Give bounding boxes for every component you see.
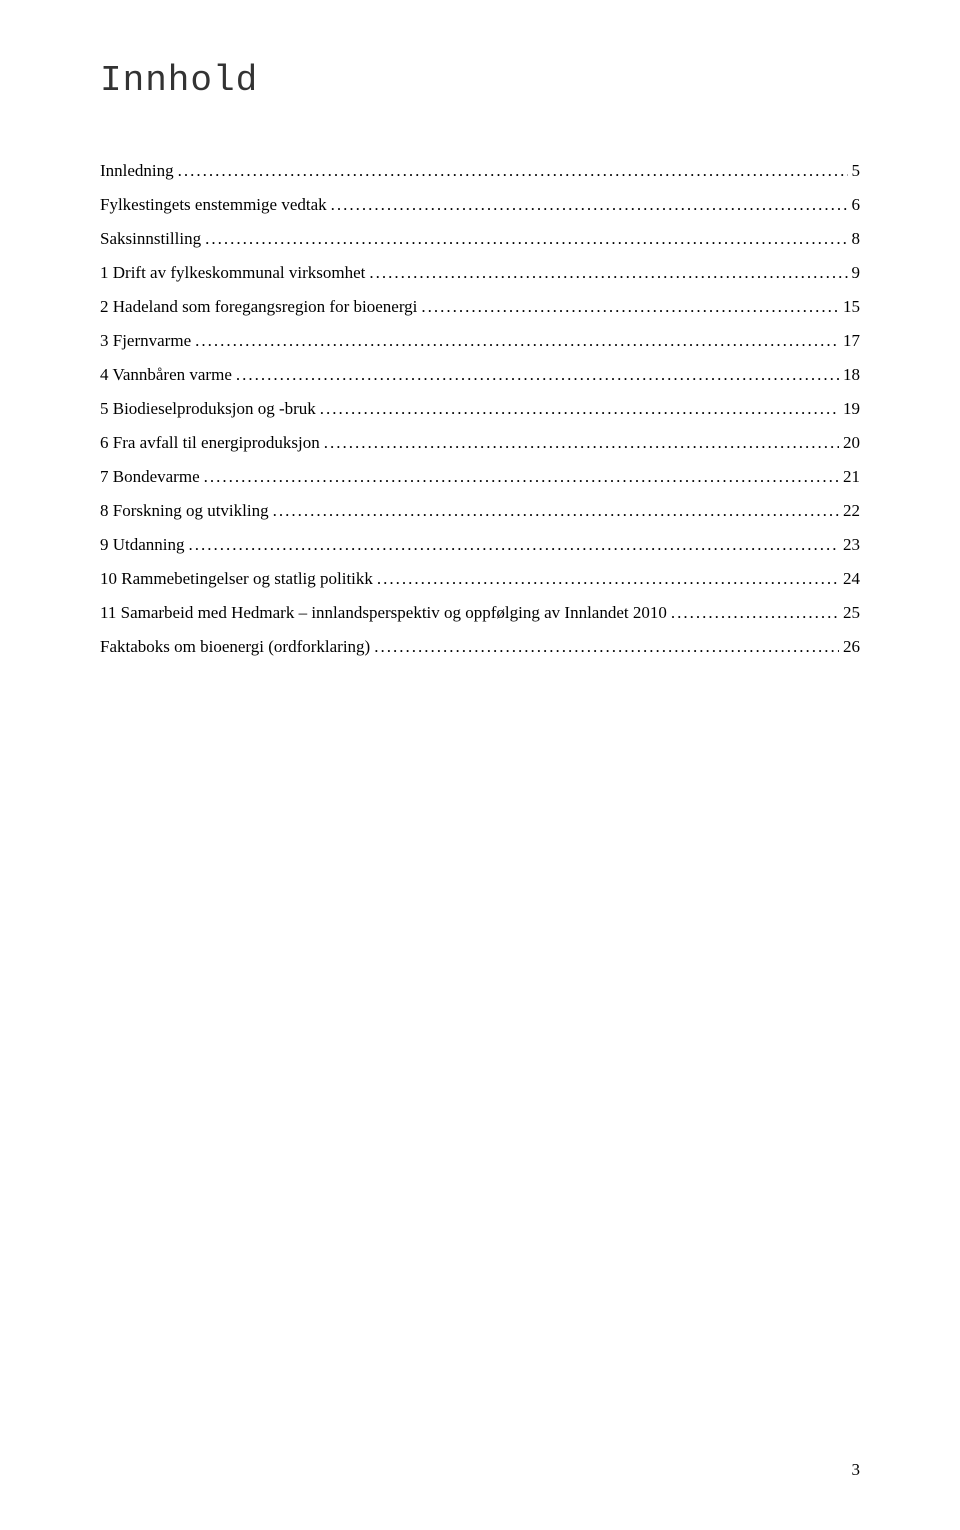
toc-entry-page: 15 — [843, 297, 860, 317]
toc-leader-dots — [377, 569, 839, 589]
toc-entry-page: 24 — [843, 569, 860, 589]
toc-row: Innledning 5 — [100, 161, 860, 181]
toc-entry-page: 5 — [852, 161, 861, 181]
toc-entry-text: Saksinnstilling — [100, 229, 201, 249]
toc-entry-page: 6 — [852, 195, 861, 215]
toc-entry-page: 25 — [843, 603, 860, 623]
toc-entry-text: 11 Samarbeid med Hedmark – innlandspersp… — [100, 603, 667, 623]
toc-leader-dots — [204, 467, 839, 487]
toc-row: 3 Fjernvarme 17 — [100, 331, 860, 351]
toc-leader-dots — [178, 161, 848, 181]
page-number: 3 — [852, 1460, 861, 1480]
toc-entry-page: 17 — [843, 331, 860, 351]
toc-row: 7 Bondevarme 21 — [100, 467, 860, 487]
document-page: Innhold Innledning 5 Fylkestingets enstemm… — [0, 0, 960, 1530]
toc-leader-dots — [374, 637, 839, 657]
toc-row: 1 Drift av fylkeskommunal virksomhet 9 — [100, 263, 860, 283]
toc-entry-page: 18 — [843, 365, 860, 385]
toc-row: Faktaboks om bioenergi (ordforklaring) 26 — [100, 637, 860, 657]
toc-entry-page: 19 — [843, 399, 860, 419]
toc-entry-page: 26 — [843, 637, 860, 657]
toc-entry-page: 22 — [843, 501, 860, 521]
toc-row: 2 Hadeland som foregangsregion for bioen… — [100, 297, 860, 317]
table-of-contents: Innledning 5 Fylkestingets enstemmige vedt… — [100, 161, 860, 657]
toc-entry-text: 4 Vannbåren varme — [100, 365, 232, 385]
page-title: Innhold — [100, 60, 860, 101]
toc-entry-text: 3 Fjernvarme — [100, 331, 191, 351]
toc-row: 4 Vannbåren varme 18 — [100, 365, 860, 385]
toc-entry-text: 7 Bondevarme — [100, 467, 200, 487]
toc-row: 10 Rammebetingelser og statlig politikk 2… — [100, 569, 860, 589]
toc-entry-text: 1 Drift av fylkeskommunal virksomhet — [100, 263, 365, 283]
toc-row: 9 Utdanning 23 — [100, 535, 860, 555]
toc-leader-dots — [331, 195, 848, 215]
toc-leader-dots — [671, 603, 839, 623]
toc-row: 5 Biodieselproduksjon og -bruk 19 — [100, 399, 860, 419]
toc-entry-text: 10 Rammebetingelser og statlig politikk — [100, 569, 373, 589]
toc-entry-page: 20 — [843, 433, 860, 453]
toc-entry-text: Innledning — [100, 161, 174, 181]
toc-leader-dots — [273, 501, 839, 521]
toc-entry-page: 8 — [852, 229, 861, 249]
toc-entry-text: 2 Hadeland som foregangsregion for bioen… — [100, 297, 417, 317]
toc-leader-dots — [324, 433, 839, 453]
toc-entry-page: 23 — [843, 535, 860, 555]
toc-entry-text: 8 Forskning og utvikling — [100, 501, 269, 521]
toc-row: 6 Fra avfall til energiproduksjon 20 — [100, 433, 860, 453]
toc-leader-dots — [236, 365, 839, 385]
toc-entry-page: 21 — [843, 467, 860, 487]
toc-row: Saksinnstilling 8 — [100, 229, 860, 249]
toc-entry-page: 9 — [852, 263, 861, 283]
toc-leader-dots — [421, 297, 839, 317]
toc-leader-dots — [189, 535, 839, 555]
toc-leader-dots — [369, 263, 847, 283]
toc-leader-dots — [205, 229, 847, 249]
toc-leader-dots — [320, 399, 839, 419]
toc-entry-text: 6 Fra avfall til energiproduksjon — [100, 433, 320, 453]
toc-row: 8 Forskning og utvikling 22 — [100, 501, 860, 521]
toc-entry-text: 5 Biodieselproduksjon og -bruk — [100, 399, 316, 419]
toc-entry-text: 9 Utdanning — [100, 535, 185, 555]
toc-entry-text: Faktaboks om bioenergi (ordforklaring) — [100, 637, 370, 657]
toc-entry-text: Fylkestingets enstemmige vedtak — [100, 195, 327, 215]
toc-row: Fylkestingets enstemmige vedtak 6 — [100, 195, 860, 215]
toc-row: 11 Samarbeid med Hedmark – innlandspersp… — [100, 603, 860, 623]
toc-leader-dots — [195, 331, 839, 351]
